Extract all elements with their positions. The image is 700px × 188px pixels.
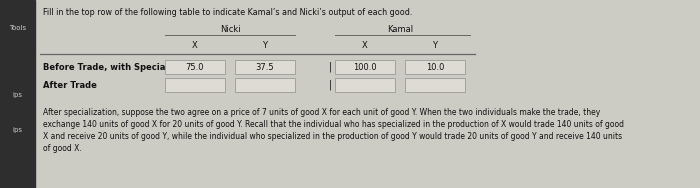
Bar: [235, 78, 295, 92]
Text: exchange 140 units of good X for 20 units of good Y. Recall that the individual : exchange 140 units of good X for 20 unit…: [43, 120, 624, 129]
Bar: [165, 78, 225, 92]
Bar: [235, 60, 295, 74]
Text: Y: Y: [262, 40, 267, 49]
Text: After Trade: After Trade: [43, 80, 97, 89]
Text: Y: Y: [433, 40, 438, 49]
Text: X: X: [362, 40, 368, 49]
Text: Tools: Tools: [9, 25, 26, 31]
Text: Before Trade, with Specialization: Before Trade, with Specialization: [43, 62, 201, 71]
Bar: [165, 60, 225, 74]
Text: Kamal: Kamal: [387, 26, 413, 35]
Bar: [0, 0, 35, 188]
Text: X: X: [192, 40, 198, 49]
Text: After specialization, suppose the two agree on a price of 7 units of good X for : After specialization, suppose the two ag…: [43, 108, 601, 117]
Bar: [405, 78, 465, 92]
Text: of good X.: of good X.: [43, 144, 82, 153]
Bar: [335, 60, 395, 74]
Text: Nicki: Nicki: [220, 26, 240, 35]
Text: |: |: [328, 62, 332, 72]
Text: 100.0: 100.0: [354, 62, 377, 71]
Bar: [405, 60, 465, 74]
Bar: [335, 78, 395, 92]
Text: 37.5: 37.5: [256, 62, 274, 71]
Text: 75.0: 75.0: [186, 62, 204, 71]
Text: 10.0: 10.0: [426, 62, 444, 71]
Text: |: |: [328, 80, 332, 90]
Text: ips: ips: [13, 92, 22, 98]
Text: X and receive 20 units of good Y, while the individual who specialized in the pr: X and receive 20 units of good Y, while …: [43, 132, 622, 141]
Text: Fill in the top row of the following table to indicate Kamal’s and Nicki’s outpu: Fill in the top row of the following tab…: [43, 8, 412, 17]
Text: ips: ips: [13, 127, 22, 133]
